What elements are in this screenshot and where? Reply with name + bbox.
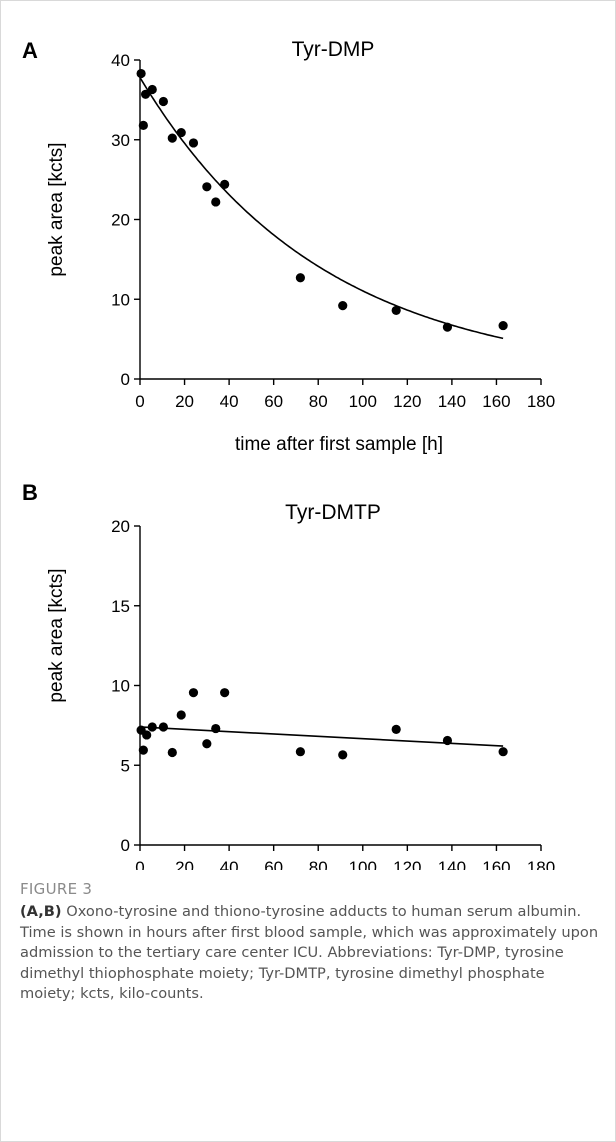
y-tick-label: 0 <box>121 370 130 389</box>
x-tick-label: 60 <box>264 392 283 411</box>
panel-label: B <box>22 480 38 505</box>
x-tick-label: 120 <box>393 858 421 870</box>
data-point <box>220 179 230 190</box>
data-point <box>142 730 152 740</box>
x-tick-label: 40 <box>220 392 239 411</box>
x-tick-label: 160 <box>482 858 510 870</box>
trendline <box>139 77 504 340</box>
x-tick-label: 100 <box>349 858 377 870</box>
data-point <box>158 96 168 107</box>
x-tick-label: 0 <box>135 392 144 411</box>
data-point <box>211 723 221 734</box>
data-point <box>202 182 212 192</box>
x-tick-label: 160 <box>482 392 510 411</box>
y-tick-label: 5 <box>121 756 130 775</box>
y-tick-label: 0 <box>121 836 130 855</box>
data-point <box>176 127 186 138</box>
x-tick-label: 80 <box>309 858 328 870</box>
data-point <box>220 688 230 698</box>
trendline <box>139 726 504 747</box>
caption-text: (A,B) Oxono-tyrosine and thiono-tyrosine… <box>20 902 600 1005</box>
x-tick-label: 180 <box>527 858 555 870</box>
y-axis-label: peak area [kcts] <box>46 142 67 276</box>
x-tick-label: 40 <box>220 858 239 870</box>
data-point <box>136 68 146 79</box>
chart-panel-a: A Tyr-DMP 0 10 20 30 40 0 20 40 60 80 100 120 140 160 18… <box>22 38 555 455</box>
data-point <box>442 322 453 332</box>
x-tick-label: 0 <box>135 858 144 870</box>
chart-title: Tyr-DMP <box>292 38 375 61</box>
x-tick-label: 140 <box>438 858 466 870</box>
x-tick-label: 140 <box>438 392 466 411</box>
chart-title: Tyr-DMTP <box>285 501 381 524</box>
x-tick-label: 60 <box>264 858 283 870</box>
caption-panels: (A,B) <box>20 903 62 920</box>
data-point <box>338 301 348 311</box>
x-tick-label: 20 <box>175 858 194 870</box>
y-tick-label: 15 <box>111 597 130 616</box>
data-point <box>167 133 177 143</box>
figure-caption: FIGURE 3 (A,B) Oxono-tyrosine and thiono… <box>20 880 600 1005</box>
data-point <box>211 197 221 207</box>
x-tick-label: 180 <box>527 392 555 411</box>
data-point <box>147 722 157 732</box>
x-axis-label: time after first sample [h] <box>235 434 443 455</box>
data-point <box>167 747 177 758</box>
data-point <box>498 320 508 331</box>
data-point <box>158 722 168 732</box>
x-tick-label: 120 <box>393 392 421 411</box>
y-tick-label: 40 <box>111 51 130 70</box>
x-tick-label: 80 <box>309 392 328 411</box>
data-point <box>498 747 508 757</box>
data-point <box>138 745 148 755</box>
data-point <box>338 750 348 760</box>
data-point <box>138 120 148 130</box>
data-point <box>391 305 401 316</box>
data-point <box>188 688 199 698</box>
data-point <box>295 273 305 283</box>
chart-panel-b: B Tyr-DMTP 0 5 10 15 20 0 20 40 60 80 100 120 140 160 18… <box>22 480 555 870</box>
data-point <box>202 739 212 749</box>
panel-label: A <box>22 38 38 63</box>
y-tick-label: 30 <box>111 131 130 150</box>
data-point <box>176 710 186 720</box>
y-tick-label: 10 <box>111 677 130 696</box>
y-axis-label: peak area [kcts] <box>46 568 67 702</box>
data-point <box>391 724 401 734</box>
figure-label: FIGURE 3 <box>20 880 93 898</box>
x-tick-label: 100 <box>349 392 377 411</box>
data-point <box>188 138 199 148</box>
y-tick-label: 10 <box>111 290 130 309</box>
data-point <box>147 84 157 95</box>
x-tick-label: 20 <box>175 392 194 411</box>
caption-body: Oxono-tyrosine and thiono-tyrosine adduc… <box>20 903 599 1002</box>
y-tick-label: 20 <box>111 211 130 230</box>
data-point <box>140 89 151 99</box>
data-point <box>295 747 305 757</box>
y-tick-label: 20 <box>111 517 130 536</box>
data-point <box>442 735 453 746</box>
